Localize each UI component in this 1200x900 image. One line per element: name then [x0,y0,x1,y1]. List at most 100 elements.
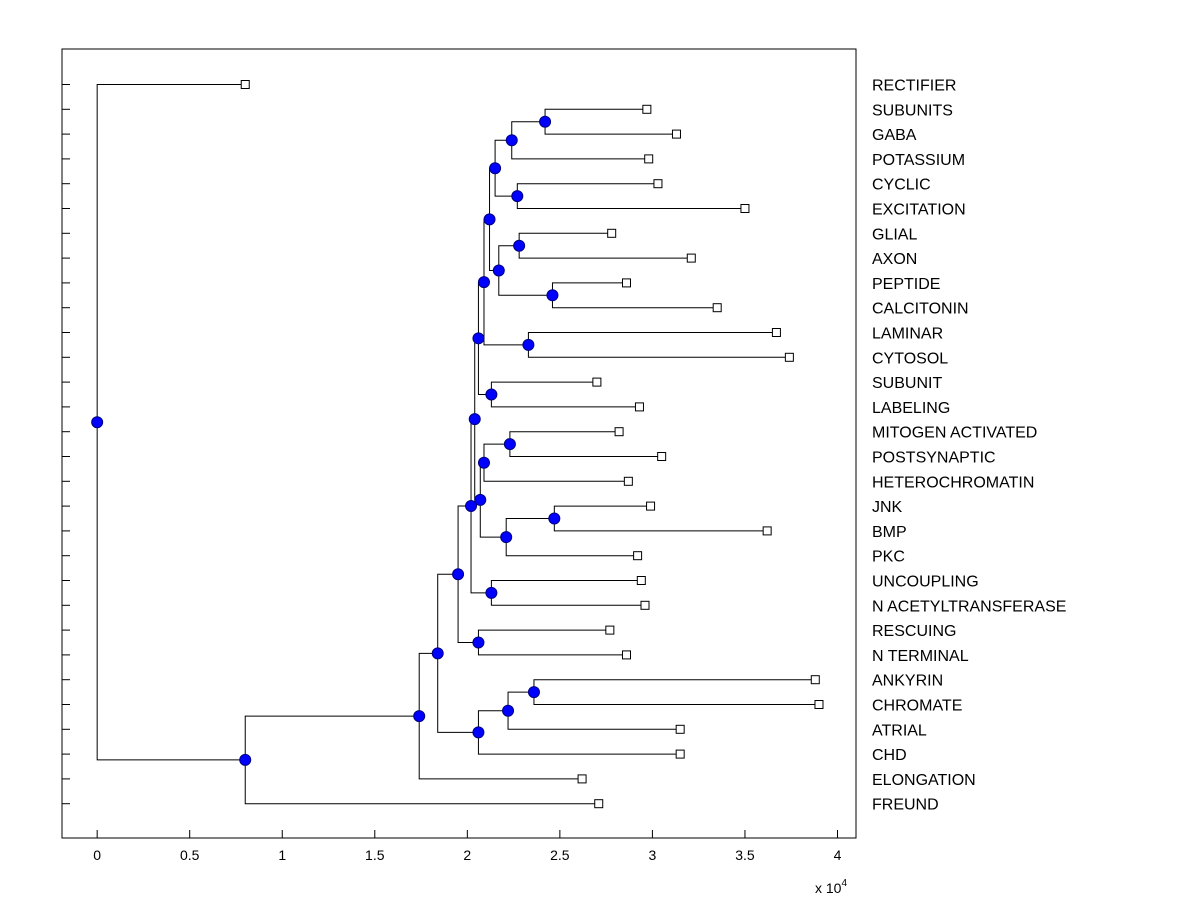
internal-node-marker [472,332,485,345]
leaf-label: MITOGEN ACTIVATED [872,425,1037,442]
leaf-label: CALCITONIN [872,301,969,318]
leaf-marker [240,80,250,89]
leaf-marker [636,576,646,585]
x-tick-label: 1 [278,847,286,863]
leaf-marker [592,377,602,387]
internal-node-marker [413,710,426,723]
internal-node-marker [548,512,561,525]
leaf-label: PEPTIDE [872,276,940,293]
leaf-label: JNK [872,499,903,516]
internal-node-marker [477,456,490,469]
leaf-marker [671,129,681,139]
leaf-marker [675,724,685,734]
internal-node-marker [91,416,104,429]
leaf-marker [740,204,750,213]
internal-node-marker [527,686,540,699]
internal-node-marker [477,276,490,289]
leaf-marker [810,675,820,685]
leaf-label: N ACETYLTRANSFERASE [872,598,1066,615]
leaf-label: SUBUNIT [872,375,942,392]
x-scale-label: x 104 [815,878,847,896]
leaf-label: PKC [872,549,905,566]
internal-node-marker [489,162,502,175]
x-tick-label: 3.5 [735,847,755,863]
x-tick-label: 2 [463,847,471,863]
leaf-marker [594,799,604,809]
leaf-label: CHROMATE [872,698,962,715]
leaf-marker [634,402,644,412]
internal-node-marker [468,413,481,426]
leaf-markers [240,80,824,809]
internal-node-marker [503,438,516,451]
leaf-label: HETEROCHROMATIN [872,474,1034,491]
leaf-marker [614,427,624,437]
leaf-label: POTASSIUM [872,152,965,169]
leaf-marker [675,749,685,759]
leaf-label: AXON [872,251,917,268]
axis-ticks [62,84,838,838]
internal-node-marker [472,636,485,649]
leaf-label: CYTOSOL [872,350,948,367]
x-tick-label: 0.5 [180,847,200,863]
x-tick-label: 2.5 [550,847,570,863]
x-tick-label: 0 [93,847,101,863]
leaf-marker [653,179,663,189]
leaf-marker [607,228,617,238]
internal-node-marker [474,493,487,506]
leaf-label: EXCITATION [872,202,966,219]
leaf-marker [657,452,667,461]
x-scale-exponent: 4 [841,878,847,889]
leaf-marker [771,328,781,337]
x-tick-label: 4 [834,847,842,863]
leaf-label: GLIAL [872,226,917,243]
leaf-marker [621,278,631,288]
x-tick-label: 3 [649,847,657,863]
internal-node-marker [502,704,515,717]
internal-node-marker [511,190,524,203]
leaf-marker [646,501,656,511]
leaf-label: ELONGATION [872,772,976,789]
internal-node-marker [539,115,552,128]
leaf-label: CYCLIC [872,177,931,194]
leaf-marker [686,253,696,263]
internal-node-marker [431,647,444,660]
leaf-marker [605,625,615,635]
leaf-label: ATRIAL [872,722,927,739]
internal-node-marker [452,568,465,581]
leaf-label: LAMINAR [872,326,943,343]
internal-node-marker [485,388,498,401]
leaf-marker [644,154,654,164]
internal-node-marker [505,134,518,147]
leaf-marker [633,551,643,561]
leaf-marker [712,303,722,313]
leaf-marker [640,600,650,610]
leaf-label: SUBUNITS [872,102,953,119]
internal-node-marker [492,264,505,277]
internal-node-marker [546,289,559,302]
leaf-marker [814,700,824,709]
leaf-label: RESCUING [872,623,956,640]
leaf-label: N TERMINAL [872,648,969,665]
internal-node-marker [500,531,513,544]
leaf-label: ANKYRIN [872,673,943,690]
leaf-marker [642,104,652,114]
internal-node-marker [513,239,526,252]
leaf-label: GABA [872,127,917,144]
plot-area [61,48,857,839]
internal-node-marker [485,586,498,599]
leaf-marker [577,774,587,784]
leaf-label: POSTSYNAPTIC [872,450,996,467]
leaf-labels: RECTIFIER SUBUNITS GABA POTASSIUM CYCLIC EXCI… [872,78,1066,814]
node-markers [91,115,561,766]
leaf-marker [621,650,631,660]
leaf-label: RECTIFIER [872,78,956,95]
x-tick-label: 1.5 [365,847,385,863]
leaf-marker [623,476,633,486]
internal-node-marker [472,726,485,739]
leaf-label: BMP [872,524,907,541]
internal-node-marker [465,500,478,513]
leaf-label: CHD [872,747,907,764]
internal-node-marker [483,213,496,226]
internal-node-marker [239,753,252,766]
